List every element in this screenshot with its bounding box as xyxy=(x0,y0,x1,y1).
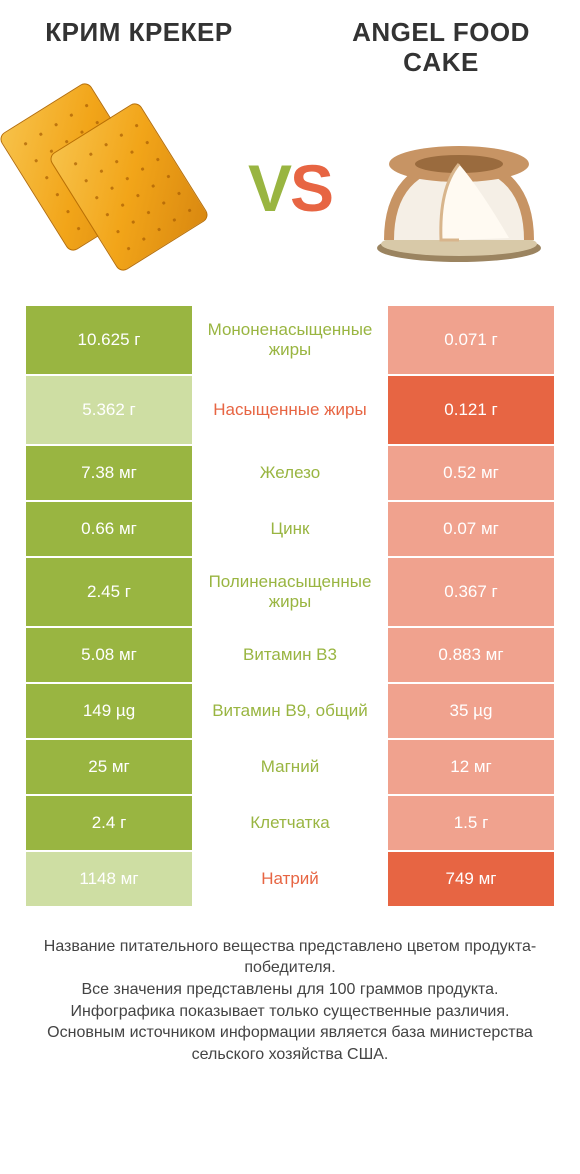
value-left: 5.362 г xyxy=(26,376,192,444)
value-right: 0.121 г xyxy=(388,376,554,444)
value-left: 0.66 мг xyxy=(26,502,192,556)
vs-s: S xyxy=(290,151,332,225)
nutrient-label: Железо xyxy=(192,446,388,500)
value-right: 749 мг xyxy=(388,852,554,906)
value-left: 5.08 мг xyxy=(26,628,192,682)
table-row: 10.625 гМононенасыщенные жиры0.071 г xyxy=(26,306,554,376)
value-right: 0.071 г xyxy=(388,306,554,374)
vs-v: V xyxy=(248,151,290,225)
table-row: 2.45 гПолиненасыщенные жиры0.367 г xyxy=(26,558,554,628)
value-right: 0.52 мг xyxy=(388,446,554,500)
value-left: 25 мг xyxy=(26,740,192,794)
nutrient-label: Полиненасыщенные жиры xyxy=(192,558,388,626)
value-right: 1.5 г xyxy=(388,796,554,850)
table-row: 0.66 мгЦинк0.07 мг xyxy=(26,502,554,558)
footnote-line: Все значения представлены для 100 граммо… xyxy=(28,979,552,1001)
product-title-left: КРИМ КРЕКЕР xyxy=(34,18,244,78)
value-right: 0.367 г xyxy=(388,558,554,626)
header: КРИМ КРЕКЕР ANGEL FOOD CAKE xyxy=(0,0,580,86)
value-right: 0.883 мг xyxy=(388,628,554,682)
table-row: 5.362 гНасыщенные жиры0.121 г xyxy=(26,376,554,446)
table-row: 2.4 гКлетчатка1.5 г xyxy=(26,796,554,852)
value-left: 149 µg xyxy=(26,684,192,738)
value-right: 35 µg xyxy=(388,684,554,738)
value-left: 7.38 мг xyxy=(26,446,192,500)
value-left: 10.625 г xyxy=(26,306,192,374)
nutrient-label: Витамин B3 xyxy=(192,628,388,682)
table-row: 7.38 мгЖелезо0.52 мг xyxy=(26,446,554,502)
table-row: 5.08 мгВитамин B30.883 мг xyxy=(26,628,554,684)
table-row: 25 мгМагний12 мг xyxy=(26,740,554,796)
product-title-right: ANGEL FOOD CAKE xyxy=(336,18,546,78)
value-left: 2.4 г xyxy=(26,796,192,850)
value-right: 0.07 мг xyxy=(388,502,554,556)
comparison-table: 10.625 гМононенасыщенные жиры0.071 г5.36… xyxy=(0,306,580,908)
nutrient-label: Клетчатка xyxy=(192,796,388,850)
footnote-line: Название питательного вещества представл… xyxy=(28,936,552,979)
nutrient-label: Магний xyxy=(192,740,388,794)
nutrient-label: Витамин B9, общий xyxy=(192,684,388,738)
hero-row: VS xyxy=(0,86,580,306)
value-left: 2.45 г xyxy=(26,558,192,626)
footnote: Название питательного вещества представл… xyxy=(0,908,580,1066)
cracker-image xyxy=(26,98,216,278)
value-right: 12 мг xyxy=(388,740,554,794)
nutrient-label: Насыщенные жиры xyxy=(192,376,388,444)
nutrient-label: Натрий xyxy=(192,852,388,906)
nutrient-label: Цинк xyxy=(192,502,388,556)
value-left: 1148 мг xyxy=(26,852,192,906)
table-row: 1148 мгНатрий749 мг xyxy=(26,852,554,908)
footnote-line: Основным источником информации является … xyxy=(28,1022,552,1065)
footnote-line: Инфографика показывает только существенн… xyxy=(28,1001,552,1023)
vs-label: VS xyxy=(248,150,332,226)
table-row: 149 µgВитамин B9, общий35 µg xyxy=(26,684,554,740)
cake-image xyxy=(364,103,554,273)
nutrient-label: Мононенасыщенные жиры xyxy=(192,306,388,374)
